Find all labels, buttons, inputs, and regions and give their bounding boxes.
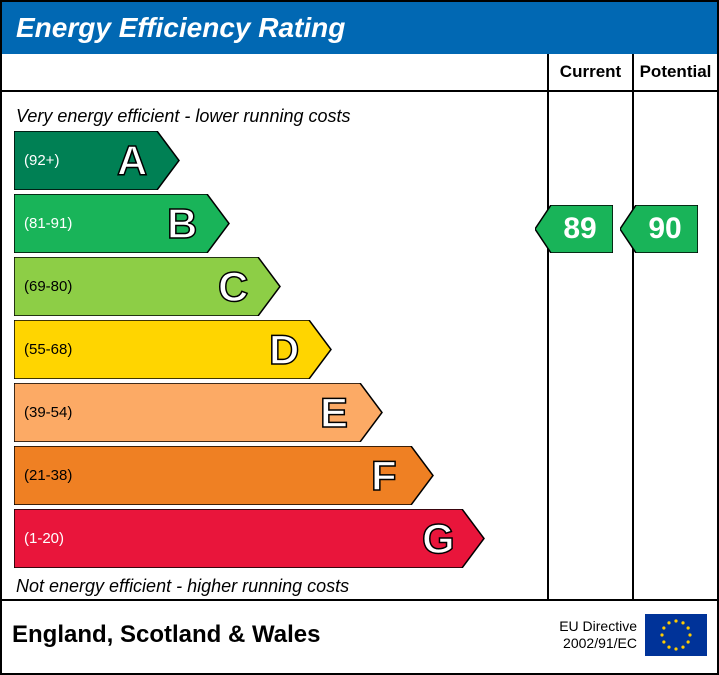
band-range: (69-80) xyxy=(24,278,72,295)
band-range: (55-68) xyxy=(24,341,72,358)
chart-area: Very energy efficient - lower running co… xyxy=(2,92,547,599)
band-letter: D xyxy=(269,326,299,374)
directive-line1: EU Directive xyxy=(559,618,637,635)
band-letter: E xyxy=(320,389,348,437)
band-letter: F xyxy=(371,452,397,500)
footer-row: England, Scotland & Wales EU Directive 2… xyxy=(2,599,717,669)
band-range: (39-54) xyxy=(24,404,72,421)
band-b: (81-91) B xyxy=(14,194,547,253)
eu-directive: EU Directive 2002/91/EC xyxy=(559,618,637,652)
marker-potential: 90 xyxy=(620,205,698,253)
band-range: (21-38) xyxy=(24,467,72,484)
chart-title: Energy Efficiency Rating xyxy=(2,2,717,54)
marker-potential-value: 90 xyxy=(636,212,681,246)
band-range: (92+) xyxy=(24,152,59,169)
column-current: 89 xyxy=(547,92,632,599)
band-range: (81-91) xyxy=(24,215,72,232)
caption-bottom: Not energy efficient - higher running co… xyxy=(2,572,547,601)
band-g: (1-20) G xyxy=(14,509,547,568)
band-letter: C xyxy=(218,263,248,311)
band-a: (92+) A xyxy=(14,131,547,190)
body-row: Very energy efficient - lower running co… xyxy=(2,92,717,599)
band-c: (69-80) C xyxy=(14,257,547,316)
band-letter: A xyxy=(117,137,147,185)
band-range: (1-20) xyxy=(24,530,64,547)
header-current: Current xyxy=(547,54,632,90)
caption-top: Very energy efficient - lower running co… xyxy=(2,102,547,131)
header-row: Current Potential xyxy=(2,54,717,92)
directive-line2: 2002/91/EC xyxy=(559,635,637,652)
eu-flag-icon xyxy=(645,614,707,656)
band-d: (55-68) D xyxy=(14,320,547,379)
marker-current-value: 89 xyxy=(551,212,596,246)
column-potential: 90 xyxy=(632,92,717,599)
bands-container: (92+) A (81-91) B (69-80) C (55-68) D (39-54) E (2… xyxy=(2,131,547,568)
band-letter: B xyxy=(167,200,197,248)
region-label: England, Scotland & Wales xyxy=(12,621,559,649)
header-potential: Potential xyxy=(632,54,717,90)
marker-current: 89 xyxy=(535,205,613,253)
band-letter: G xyxy=(422,515,455,563)
band-e: (39-54) E xyxy=(14,383,547,442)
epc-chart: Energy Efficiency Rating Current Potenti… xyxy=(0,0,719,675)
band-f: (21-38) F xyxy=(14,446,547,505)
